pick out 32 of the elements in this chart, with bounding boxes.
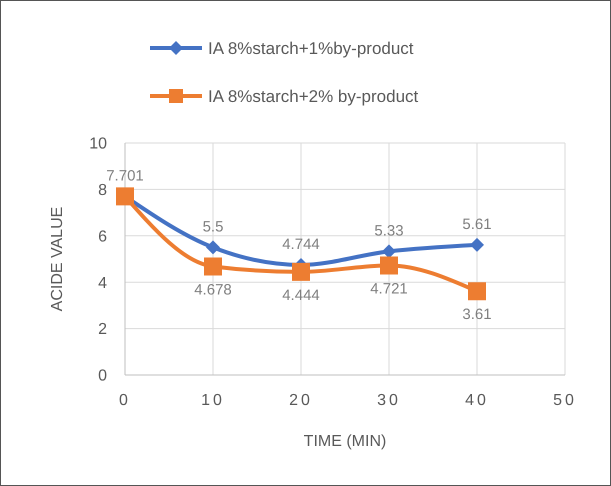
x-tick-label: 40: [465, 392, 489, 409]
point: [204, 257, 222, 276]
x-axis-title: TIME (MIN): [304, 433, 386, 450]
x-tick-label: 50: [553, 392, 577, 409]
legend-label: IA 8%starch+1%by-product: [208, 38, 414, 58]
data-label: 4.721: [370, 280, 408, 298]
y-tick-label: 8: [98, 182, 108, 199]
data-label: 7.701: [106, 167, 144, 184]
data-label: 4.744: [282, 236, 320, 253]
y-tick-label: 4: [98, 274, 108, 292]
point: [292, 262, 310, 281]
data-label: 4.678: [194, 281, 232, 298]
x-tick-label: 10: [201, 392, 225, 409]
data-label: 5.61: [462, 216, 492, 233]
data-label: 5.33: [374, 222, 404, 240]
x-tick-label: 20: [289, 392, 313, 409]
y-tick-label: 2: [98, 321, 108, 338]
point: [382, 244, 396, 258]
x-tick-label: 30: [377, 392, 401, 409]
y-tick-label: 0: [98, 368, 108, 385]
x-tick-label: 0: [119, 392, 131, 409]
point: [206, 240, 220, 254]
data-label: 5.5: [202, 218, 224, 236]
point: [470, 238, 484, 252]
point: [380, 256, 398, 274]
point: [468, 282, 486, 300]
data-label: 4.444: [282, 286, 320, 304]
y-tick-label: 6: [98, 228, 108, 246]
legend-label: IA 8%starch+2% by-product: [208, 86, 419, 106]
y-tick-label: 10: [89, 136, 108, 153]
data-label: 3.61: [462, 306, 492, 324]
y-axis-title: ACIDE VALUE: [49, 206, 66, 312]
